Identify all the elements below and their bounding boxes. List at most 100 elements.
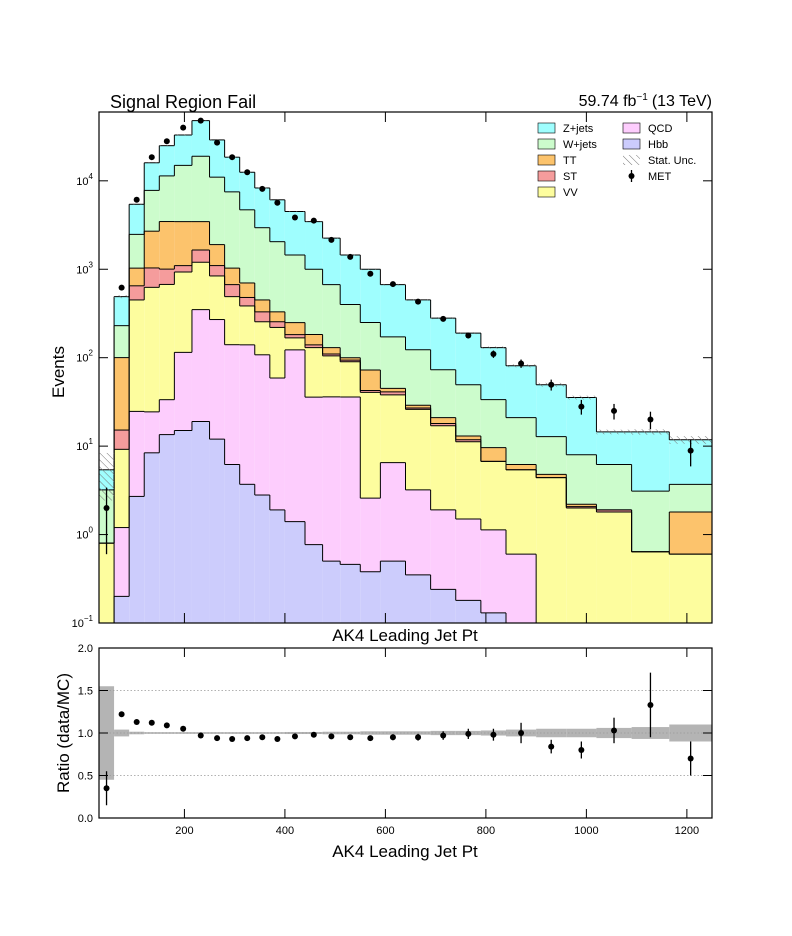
ratio-point [647, 701, 654, 708]
stack-bar [159, 434, 175, 623]
stack-bar [224, 464, 240, 623]
data-point [518, 360, 525, 367]
legend-marker [628, 173, 635, 179]
stack-bar [284, 322, 306, 335]
data-point [578, 403, 585, 410]
legend-label: Stat. Unc. [648, 155, 696, 167]
stack-bar [480, 399, 506, 448]
stack-bar [480, 612, 506, 623]
y-tick-exponent: 4 [89, 172, 94, 181]
stack-bar [224, 157, 240, 192]
stack-bar [239, 305, 255, 345]
stack-bar [480, 529, 506, 613]
legend-swatch [537, 154, 556, 166]
y-tick-base: 10 [72, 618, 84, 630]
stack-bar [144, 452, 160, 623]
stack-bar [144, 231, 160, 268]
data-point [490, 351, 497, 358]
stack-bar [209, 275, 225, 320]
ratio-point [687, 755, 694, 762]
ratio-x-axis-label: AK4 Leading Jet Pt [332, 842, 478, 861]
stack-bar [114, 449, 130, 528]
x-tick-label: 200 [175, 825, 193, 837]
ratio-point [274, 735, 281, 742]
data-point [244, 169, 251, 176]
ratio-point [229, 735, 236, 742]
data-point [687, 447, 694, 454]
data-point [389, 281, 396, 288]
stack-bar [191, 221, 210, 251]
stack-bar [305, 397, 323, 545]
y-tick-label: 1.0 [78, 728, 93, 740]
stack-bar [566, 506, 597, 508]
x-tick-label: 1200 [675, 825, 699, 837]
stack-bar [209, 439, 225, 623]
stack-bar [284, 211, 306, 255]
lumi-text: 59.74 fb [579, 93, 637, 110]
stack-bar [536, 384, 567, 437]
stack-bar [405, 405, 431, 408]
stat-unc-band [129, 203, 145, 205]
stack-bar [174, 265, 192, 273]
stack-bar [405, 409, 431, 490]
legend-swatch [537, 138, 556, 150]
stack-bar [144, 411, 160, 453]
stack-bar [254, 299, 270, 312]
stack-bar [114, 357, 130, 431]
legend-label: MET [648, 171, 672, 183]
stack-bar [380, 284, 406, 337]
stat-unc-band [284, 211, 306, 212]
lumi-label: 59.74 fb−1 (13 TeV) [579, 92, 712, 110]
stack-bar [269, 199, 285, 242]
mc-unc-band [129, 731, 145, 735]
stack-bar [174, 352, 192, 431]
ratio-point [578, 747, 585, 753]
stack-bar [174, 430, 192, 623]
legend-label: TT [563, 155, 577, 167]
ratio-point [548, 743, 555, 750]
stack-bar [455, 333, 481, 385]
stack-bar [360, 322, 381, 370]
data-point [347, 253, 354, 260]
stack-bar [455, 439, 481, 442]
stack-bar [340, 360, 361, 362]
stack-bar [669, 554, 712, 623]
stack-bar [144, 287, 160, 412]
stack-bar [239, 297, 255, 306]
stack-bar [380, 391, 406, 395]
ratio-frame [98, 647, 713, 819]
stack-bar [596, 511, 632, 623]
stack-bar [340, 304, 361, 358]
stack-bar [430, 509, 456, 590]
legend-label: QCD [648, 123, 673, 135]
stack-bar [360, 571, 381, 623]
stack-bar [305, 347, 323, 398]
stack-bar [566, 507, 597, 623]
y-tick-base: 10 [76, 441, 88, 453]
stack-bar [209, 139, 225, 178]
data-point [367, 270, 374, 277]
stack-bar [129, 299, 145, 412]
stack-bar [505, 464, 537, 470]
stack-bar [209, 177, 225, 245]
stack-bar [380, 561, 406, 623]
stack-bar [159, 175, 175, 222]
stack-bar [129, 268, 145, 286]
stack-bar [669, 484, 712, 512]
stat-unc-band [596, 429, 632, 435]
mc-unc-band [360, 731, 381, 735]
legend-label: ST [563, 171, 577, 183]
legend-swatch [537, 122, 556, 134]
stack-bar [114, 596, 130, 623]
stack-bar [269, 311, 285, 322]
ratio-point [148, 719, 155, 726]
stack-bar [430, 423, 456, 426]
stack-bar [505, 554, 537, 623]
stack-bar [269, 321, 285, 328]
ratio-point [103, 785, 110, 792]
stack-bar [191, 120, 210, 157]
stack-bar [239, 172, 255, 210]
ratio-point [259, 734, 266, 741]
